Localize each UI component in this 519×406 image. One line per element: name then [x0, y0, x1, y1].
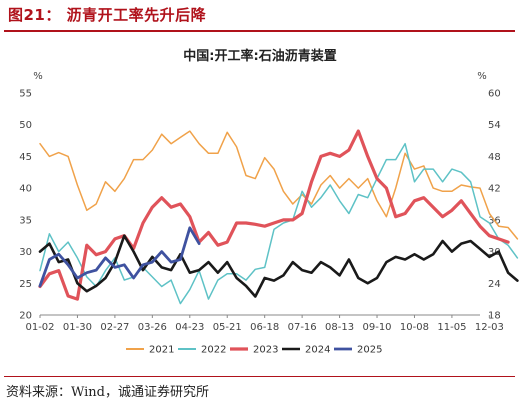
- series-line-2022: [39, 142, 519, 305]
- y-axis-left-unit: %: [33, 71, 43, 82]
- x-tick-label: 01-30: [63, 322, 92, 333]
- x-tick-label: 02-27: [100, 322, 129, 333]
- y-left-tick-label: 35: [19, 215, 32, 226]
- y-left-tick-label: 30: [19, 247, 32, 258]
- x-tick-label: 11-05: [437, 322, 466, 333]
- x-tick-label: 01-02: [25, 322, 54, 333]
- legend-label-2023: 2023: [253, 345, 278, 356]
- y-right-tick-label: 18: [488, 311, 501, 322]
- x-axis: 01-02 01-30 02-27 03-26 04-23 05-21 06-18 07-16…: [25, 315, 504, 333]
- legend-label-2025: 2025: [357, 345, 382, 356]
- y-axis-left: 20 25 30 35 40 45 50 55: [19, 89, 32, 322]
- y-left-tick-label: 45: [19, 152, 32, 163]
- y-left-tick-label: 20: [19, 311, 32, 322]
- y-left-tick-label: 55: [19, 89, 32, 100]
- x-tick-label: 08-13: [325, 322, 354, 333]
- source-rule: [4, 376, 515, 377]
- x-tick-label: 05-21: [213, 322, 242, 333]
- chart-title: 中国:开工率:石油沥青装置: [183, 48, 336, 64]
- series-layer: [38, 129, 519, 305]
- legend: 2021 2022 2023 2024 2025: [126, 345, 382, 356]
- series-line-2024: [38, 234, 519, 298]
- y-right-tick-label: 42: [488, 184, 501, 195]
- y-left-tick-label: 25: [19, 279, 32, 290]
- y-left-tick-label: 40: [19, 184, 32, 195]
- series-line-2025: [38, 226, 201, 288]
- title-rule: [4, 30, 515, 32]
- y-right-tick-label: 30: [488, 247, 501, 258]
- y-left-tick-label: 50: [19, 120, 32, 131]
- x-tick-label: 07-16: [288, 322, 317, 333]
- x-tick-label: 10-08: [400, 322, 429, 333]
- y-axis-right-unit: %: [477, 71, 487, 82]
- figure-title: 图21： 沥青开工率先升后降: [8, 6, 207, 24]
- series-line-2021: [39, 130, 519, 240]
- legend-label-2024: 2024: [305, 345, 330, 356]
- y-right-tick-label: 48: [488, 152, 501, 163]
- y-right-tick-label: 54: [488, 120, 501, 131]
- x-tick-label: 12-03: [475, 322, 504, 333]
- legend-label-2022: 2022: [201, 345, 226, 356]
- x-tick-label: 04-23: [175, 322, 204, 333]
- series-line-2023: [38, 129, 510, 301]
- y-right-tick-label: 60: [488, 89, 501, 100]
- figure-header: 图21： 沥青开工率先升后降: [0, 0, 519, 32]
- x-tick-label: 09-10: [362, 322, 391, 333]
- y-right-tick-label: 24: [488, 279, 501, 290]
- legend-label-2021: 2021: [149, 345, 174, 356]
- x-tick-label: 06-18: [250, 322, 279, 333]
- x-tick-label: 03-26: [138, 322, 167, 333]
- figure-source: 资料来源：Wind，诚通证券研究所: [6, 385, 209, 400]
